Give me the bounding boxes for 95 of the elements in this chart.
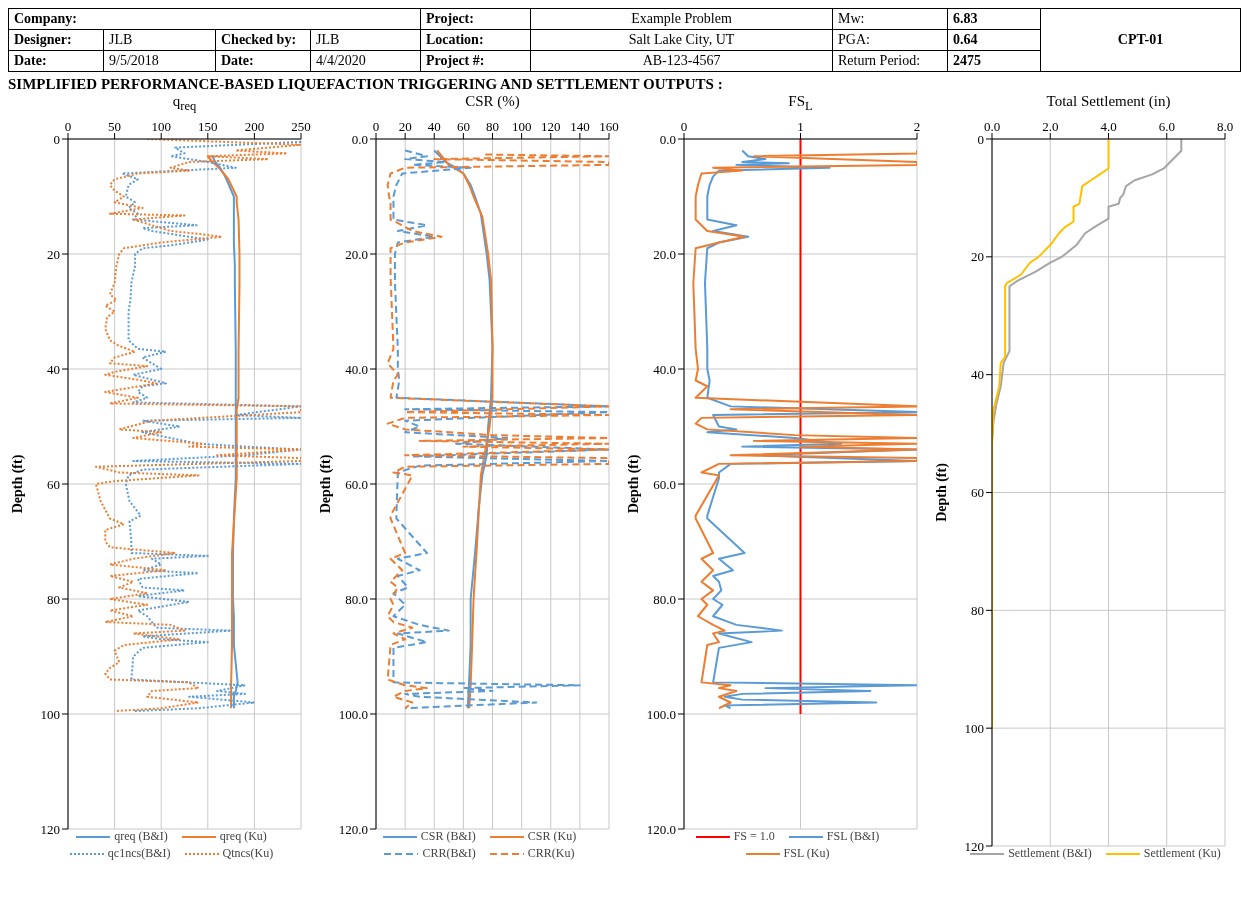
legend-label: qreq (B&I) — [114, 829, 168, 844]
text: Salt Lake City, UT — [628, 32, 735, 47]
x-tick-label: 140 — [570, 119, 590, 134]
y-axis-title: Depth (ft) — [933, 462, 950, 522]
x-tick-label: 6.0 — [1158, 119, 1175, 134]
x-tick-label: 80 — [486, 119, 499, 134]
text: Project #: — [426, 53, 485, 68]
y-axis-title: Depth (ft) — [317, 454, 334, 514]
y-tick-label: 40.0 — [345, 361, 368, 377]
y-tick-label: 120 — [964, 838, 984, 854]
text: 4/4/2020 — [316, 53, 366, 68]
legend-label: CSR (Ku) — [527, 829, 577, 844]
y-tick-label: 100.0 — [646, 706, 676, 722]
x-tick-label: 0 — [372, 119, 380, 134]
text: AB-123-4567 — [642, 53, 721, 68]
x-tick-label: 100 — [151, 119, 171, 134]
y-tick-label: 80 — [47, 591, 60, 607]
y-tick-label: 120 — [40, 821, 60, 837]
x-tick-label: 2.0 — [1042, 119, 1059, 134]
legend-label: Settlement (B&I) — [1008, 846, 1092, 861]
x-tick-label: 60 — [456, 119, 470, 134]
x-tick-label: 0 — [680, 119, 688, 134]
y-tick-label: 0 — [977, 131, 984, 147]
y-tick-label: 120.0 — [338, 821, 368, 837]
x-tick-label: 150 — [198, 119, 218, 134]
text: Example Problem — [631, 11, 732, 26]
text: Date: — [221, 53, 254, 68]
y-tick-label: 60 — [971, 485, 984, 501]
legend-label: CSR (B&I) — [420, 829, 476, 844]
legend-label: Settlement (Ku) — [1143, 846, 1221, 861]
x-axis-title: FS$_{L}$ — [788, 93, 813, 113]
y-tick-label: 40.0 — [653, 361, 676, 377]
y-axis-title: Depth (ft) — [9, 454, 26, 514]
y-tick-label: 0.0 — [659, 131, 676, 147]
text: Mw: — [838, 11, 865, 26]
x-axis-title: Total Settlement (in) — [1046, 93, 1171, 109]
x-tick-label: 100 — [511, 119, 532, 134]
x-tick-label: 250 — [291, 119, 311, 134]
y-tick-label: 80.0 — [345, 591, 368, 607]
text: PGA: — [838, 32, 870, 47]
y-tick-label: 100.0 — [338, 706, 368, 722]
y-tick-label: 40 — [971, 367, 984, 383]
x-tick-label: 160 — [599, 119, 619, 134]
y-tick-label: 0 — [53, 131, 60, 147]
legend-label: FSL (Ku) — [783, 846, 830, 861]
text: 6.83 — [953, 11, 978, 26]
text: Project: — [426, 11, 474, 26]
x-axis-title: CSR (%) — [465, 93, 520, 109]
x-tick-label: 200 — [244, 119, 265, 134]
text: Location: — [426, 32, 484, 47]
x-tick-label: 50 — [108, 119, 122, 134]
legend-label: Qtncs(Ku) — [222, 846, 274, 861]
y-tick-label: 60 — [47, 476, 60, 492]
y-tick-label: 60.0 — [345, 476, 368, 492]
y-tick-label: 60.0 — [653, 476, 676, 492]
y-tick-label: 20 — [47, 246, 60, 262]
legend-label: CRR(B&I) — [422, 846, 476, 861]
y-tick-label: 20.0 — [345, 246, 368, 262]
legend-label: qc1ncs(B&I) — [107, 846, 171, 861]
y-axis-title: Depth (ft) — [625, 454, 642, 514]
legend-label: qreq (Ku) — [219, 829, 267, 844]
y-tick-label: 100 — [964, 720, 984, 736]
y-tick-label: 20.0 — [653, 246, 676, 262]
x-tick-label: 4.0 — [1100, 119, 1117, 134]
text: Checked by: — [221, 32, 297, 47]
text: 9/5/2018 — [109, 53, 159, 68]
text: 2475 — [953, 53, 982, 68]
x-tick-label: 0.0 — [983, 119, 1001, 134]
x-tick-label: 20 — [398, 119, 412, 134]
x-tick-label: 1 — [797, 119, 804, 134]
y-tick-label: 100 — [40, 706, 60, 722]
legend-label: FS = 1.0 — [733, 829, 775, 844]
text: Date: — [14, 53, 47, 68]
y-tick-label: 0.0 — [351, 131, 368, 147]
text: 0.64 — [953, 32, 978, 47]
text: JLB — [316, 32, 340, 47]
text: SIMPLIFIED PERFORMANCE-BASED LIQUEFACTION TRIGGERING AND SETTLEMENT OUTPUTS : — [8, 76, 723, 92]
text: CPT-01 — [1117, 32, 1164, 47]
legend-label: CRR(Ku) — [527, 846, 575, 861]
y-tick-label: 120.0 — [646, 821, 676, 837]
text: Designer: — [14, 32, 72, 47]
x-tick-label: 40 — [427, 119, 441, 134]
y-tick-label: 40 — [47, 361, 60, 377]
y-tick-label: 20 — [971, 249, 984, 265]
text: Return Period: — [838, 53, 921, 68]
y-tick-label: 80.0 — [653, 591, 676, 607]
y-tick-label: 80 — [971, 602, 984, 618]
legend-label: FSL (B&I) — [826, 829, 880, 844]
text: Company: — [14, 11, 78, 26]
x-tick-label: 0 — [64, 119, 72, 134]
text: JLB — [109, 32, 133, 47]
x-tick-label: 120 — [541, 119, 561, 134]
x-tick-label: 8.0 — [1216, 119, 1234, 134]
x-axis-title: q$_{req}$ — [172, 93, 197, 113]
x-tick-label: 2 — [913, 119, 921, 134]
